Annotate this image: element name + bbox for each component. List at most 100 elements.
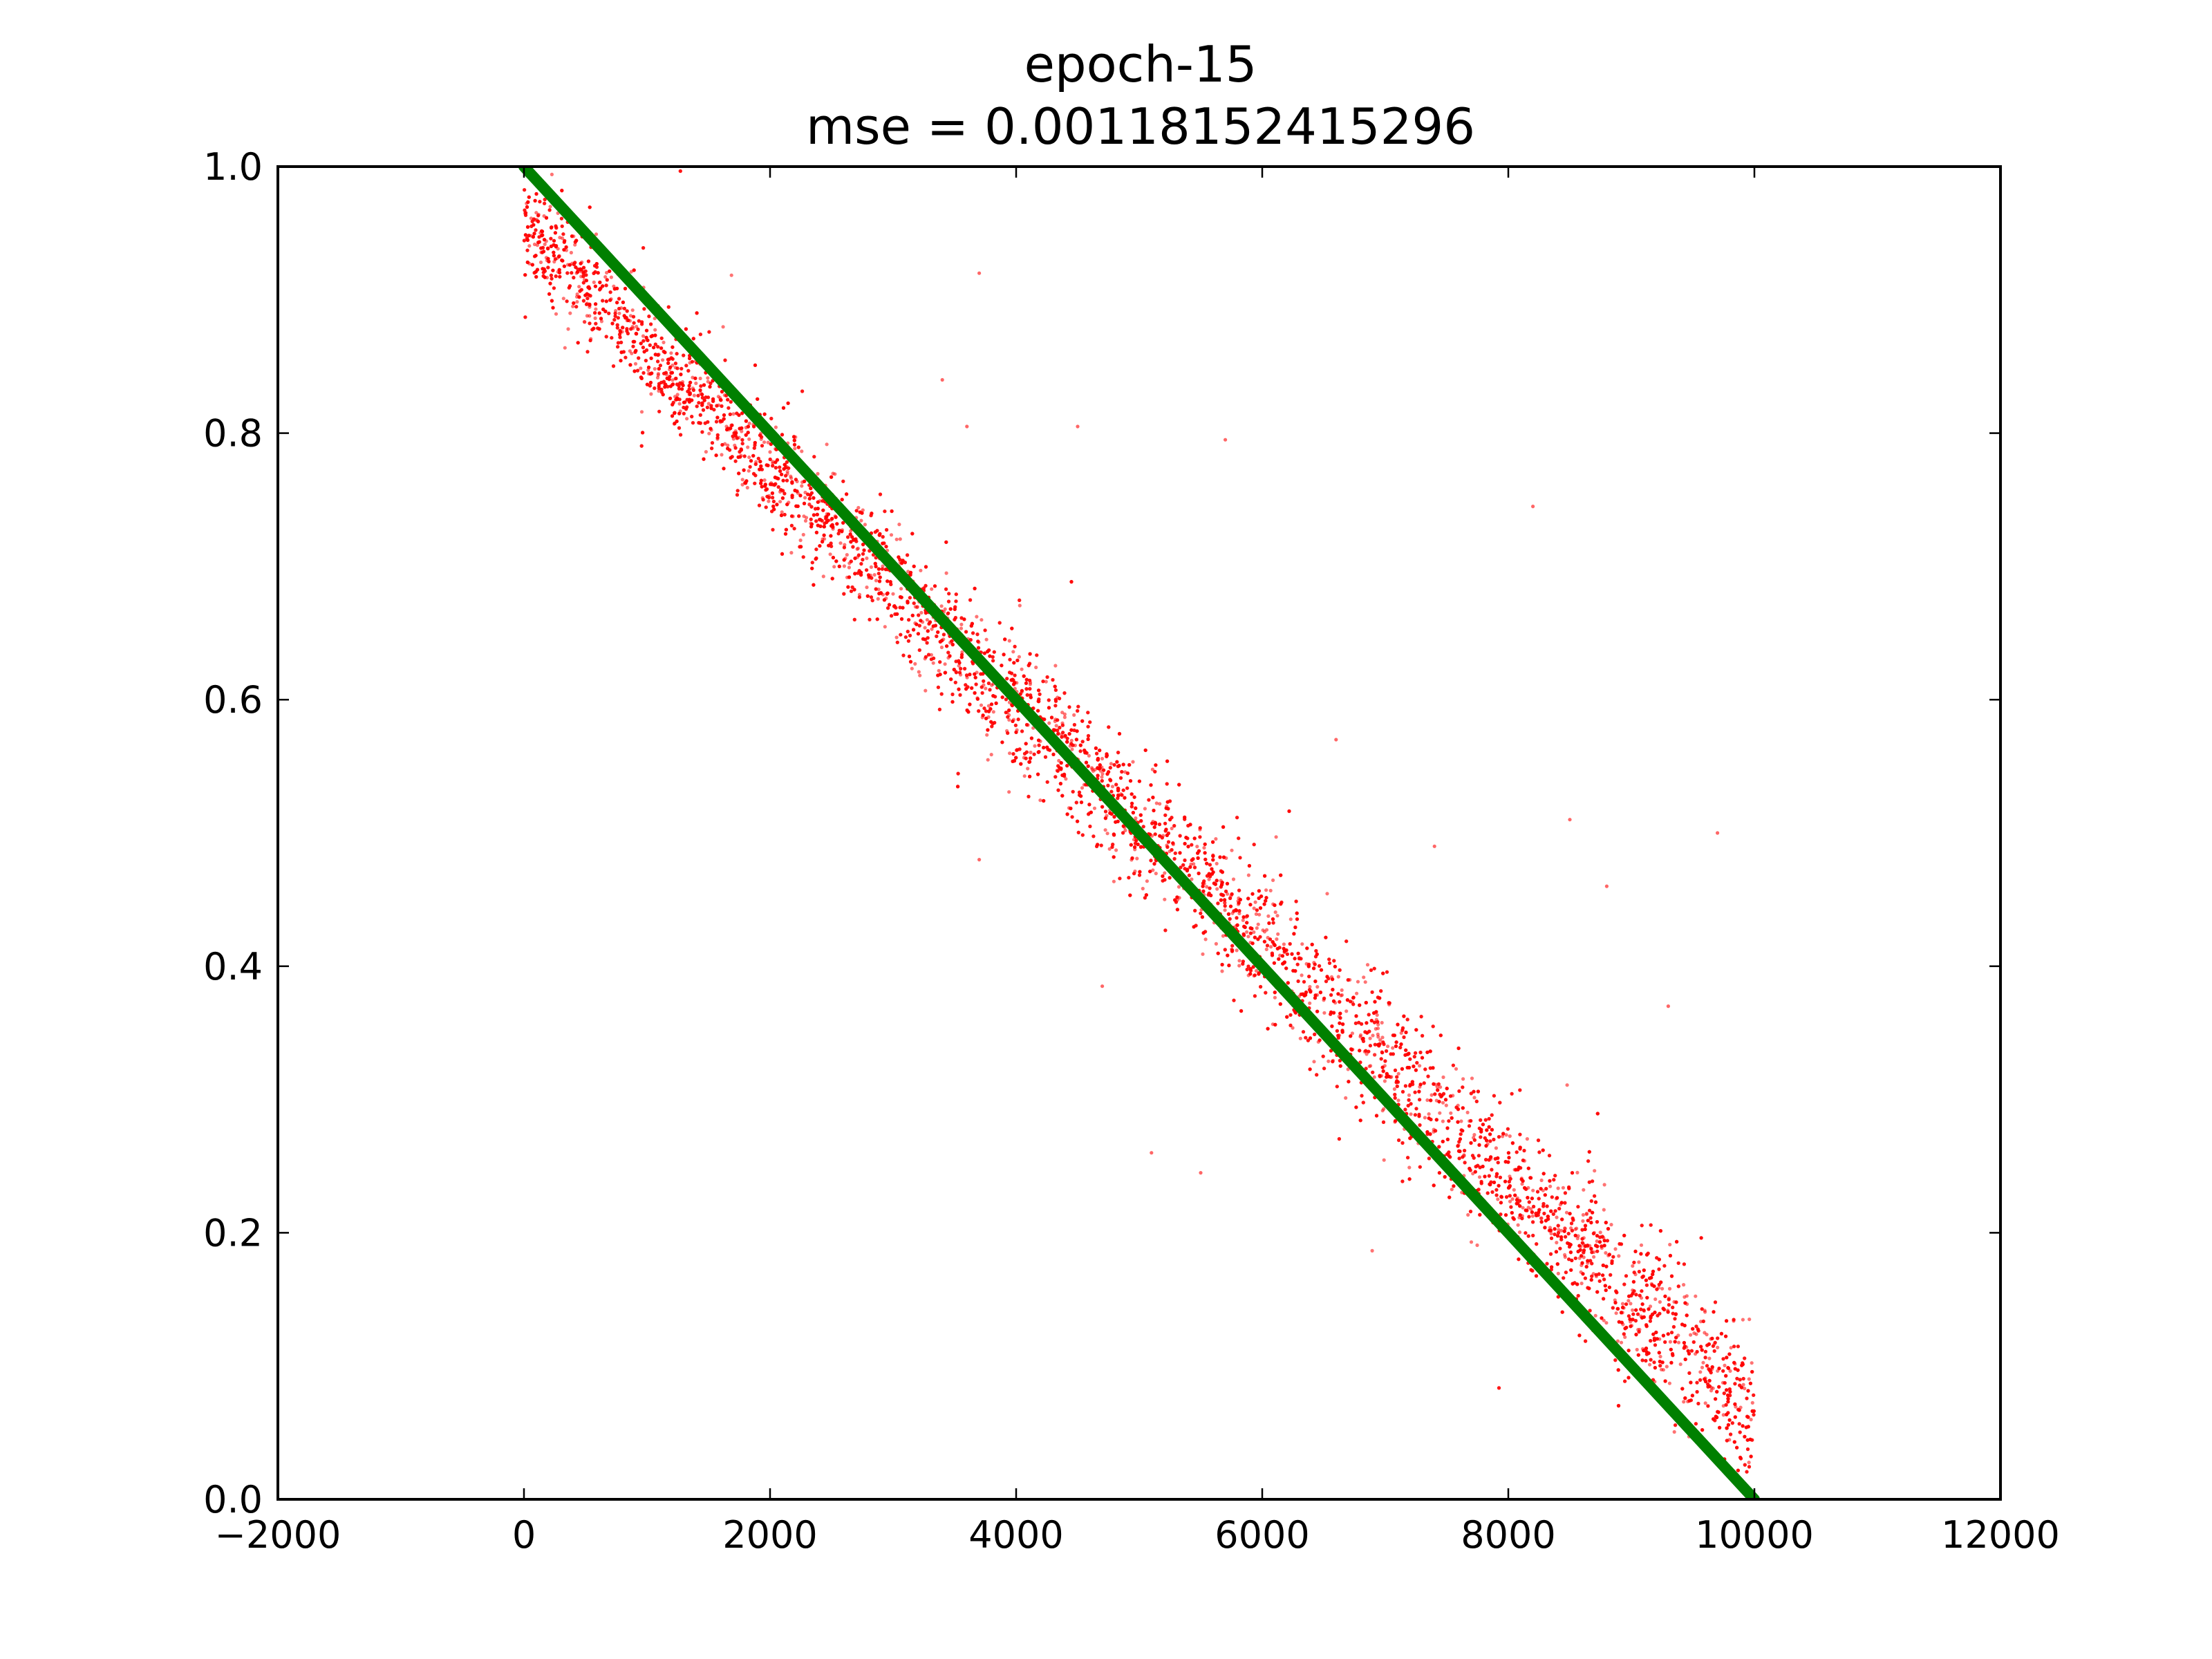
scatter-point <box>1549 1231 1553 1236</box>
scatter-point <box>1441 1075 1445 1079</box>
scatter-point <box>1604 1321 1609 1325</box>
scatter-point <box>629 270 633 274</box>
scatter-point <box>1378 1038 1382 1042</box>
scatter-point <box>1231 877 1236 881</box>
scatter-point <box>980 618 984 622</box>
scatter-point <box>847 565 851 570</box>
scatter-point <box>1701 1360 1705 1365</box>
scatter-point <box>740 429 744 433</box>
scatter-point <box>577 285 581 289</box>
scatter-point <box>1375 1013 1379 1017</box>
scatter-point <box>1749 1418 1753 1422</box>
scatter-point <box>1123 828 1127 832</box>
scatter-point <box>1220 969 1224 973</box>
scatter-point <box>917 670 921 674</box>
scatter-point <box>1698 1370 1703 1374</box>
scatter-point <box>1370 1248 1374 1253</box>
scatter-point <box>1092 806 1097 810</box>
scatter-point <box>1658 1300 1662 1304</box>
scatter-point <box>1667 1286 1672 1291</box>
scatter-point <box>532 242 537 247</box>
scatter-point <box>768 450 772 454</box>
scatter-point <box>1449 1111 1453 1115</box>
scatter-point <box>1723 1363 1727 1367</box>
scatter-point <box>1072 713 1076 717</box>
scatter-point <box>1576 1234 1580 1238</box>
scatter-point <box>800 449 804 453</box>
scatter-point <box>1327 1059 1331 1063</box>
scatter-point <box>1110 785 1115 789</box>
scatter-point <box>1340 988 1344 992</box>
scatter-point <box>1112 879 1116 883</box>
scatter-point <box>1273 910 1277 915</box>
scatter-point <box>1496 1197 1500 1201</box>
scatter-point <box>789 551 794 555</box>
scatter-point <box>793 447 797 451</box>
scatter-point <box>747 421 751 426</box>
scatter-point <box>1053 664 1058 668</box>
scatter-point <box>803 496 807 500</box>
scatter-point <box>943 607 947 611</box>
scatter-point <box>1477 1175 1482 1179</box>
scatter-point <box>1617 1254 1621 1258</box>
scatter-point <box>1034 665 1038 670</box>
scatter-point <box>1539 1216 1544 1220</box>
scatter-point <box>1371 1033 1375 1038</box>
scatter-point <box>1721 1413 1725 1417</box>
scatter-point <box>897 523 901 527</box>
scatter-point <box>762 440 767 444</box>
scatter-point <box>1064 777 1068 781</box>
scatter-point <box>1472 1133 1477 1137</box>
scatter-point <box>1266 914 1271 918</box>
scatter-point <box>1382 1158 1386 1162</box>
scatter-point <box>1368 1036 1372 1040</box>
scatter-point <box>1223 908 1227 912</box>
scatter-point <box>876 597 880 601</box>
scatter-point <box>1637 1260 1641 1264</box>
scatter-point <box>1246 935 1250 939</box>
scatter-point <box>1444 1103 1448 1107</box>
scatter-point <box>918 673 922 677</box>
scatter-point <box>1750 1361 1754 1365</box>
scatter-point <box>1694 1332 1698 1336</box>
scatter-point <box>1355 991 1359 995</box>
scatter-point <box>1135 856 1139 861</box>
scatter-point <box>803 518 808 523</box>
scatter-point <box>960 650 964 655</box>
scatter-point <box>785 469 789 474</box>
scatter-point <box>1407 1093 1412 1097</box>
scatter-point <box>1382 1079 1387 1083</box>
scatter-point <box>1441 1100 1445 1105</box>
scatter-point <box>833 472 837 476</box>
scatter-point <box>706 379 710 384</box>
scatter-point <box>1163 871 1167 875</box>
scatter-point <box>675 393 679 397</box>
scatter-point <box>1584 1212 1588 1217</box>
scatter-point <box>1060 711 1065 715</box>
scatter-point <box>979 703 984 707</box>
scatter-point <box>706 402 711 406</box>
scatter-point <box>1275 937 1279 941</box>
scatter-point <box>1170 826 1174 831</box>
scatter-point <box>1235 948 1239 953</box>
scatter-point <box>1703 1401 1707 1405</box>
scatter-point <box>828 552 832 556</box>
scatter-point <box>1623 1335 1627 1339</box>
scatter-point <box>1475 1243 1479 1247</box>
scatter-series <box>522 169 1756 1499</box>
scatter-point <box>1275 914 1280 918</box>
scatter-point <box>630 308 635 312</box>
scatter-point <box>1215 861 1219 865</box>
scatter-point <box>1255 926 1259 930</box>
scatter-point <box>930 627 934 631</box>
scatter-point <box>1556 1271 1560 1275</box>
scatter-point <box>1678 1362 1683 1367</box>
scatter-point <box>1274 835 1278 839</box>
scatter-point <box>747 455 751 460</box>
scatter-point <box>899 587 903 591</box>
scatter-point <box>929 653 933 657</box>
scatter-point <box>1344 1096 1348 1100</box>
scatter-point <box>1466 1212 1470 1217</box>
scatter-point <box>1376 1032 1380 1036</box>
scatter-point <box>1257 912 1262 917</box>
